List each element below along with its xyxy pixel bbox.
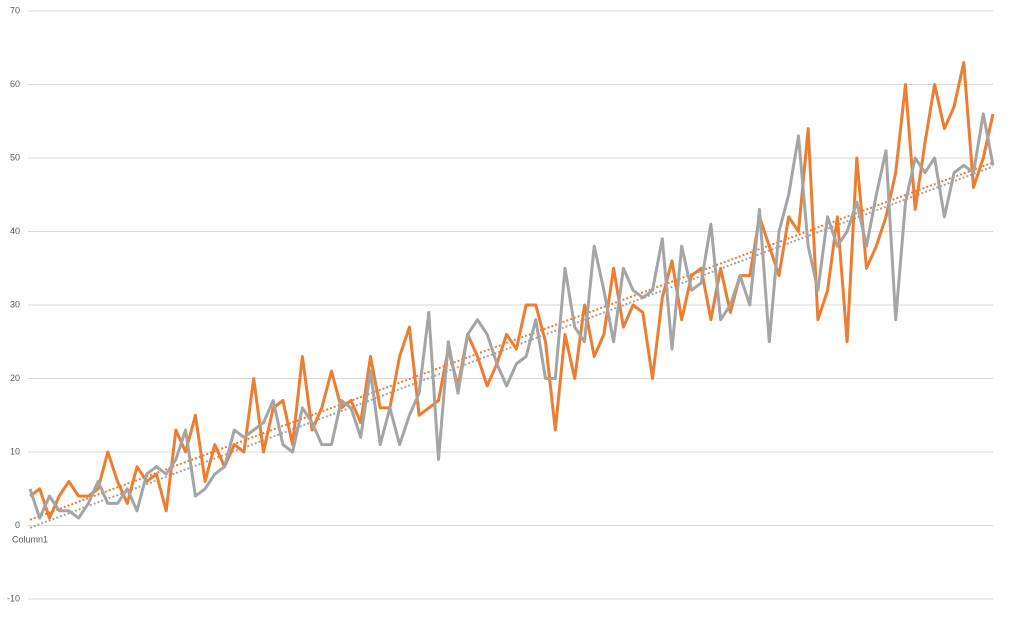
y-tick-label: 40 bbox=[10, 226, 20, 236]
y-tick-label: 70 bbox=[10, 5, 20, 15]
series-line bbox=[29, 61, 995, 520]
y-tick-label: -10 bbox=[7, 593, 20, 603]
y-tick-label: 0 bbox=[15, 520, 20, 530]
y-tick-label: 20 bbox=[10, 373, 20, 383]
y-tick-label: 30 bbox=[10, 299, 20, 309]
y-tick-label: 50 bbox=[10, 152, 20, 162]
y-tick-label: 10 bbox=[10, 446, 20, 456]
x-axis-label: Column1 bbox=[12, 534, 48, 544]
trendline bbox=[29, 165, 994, 529]
y-tick-label: 60 bbox=[10, 79, 20, 89]
series-line bbox=[28, 112, 995, 520]
